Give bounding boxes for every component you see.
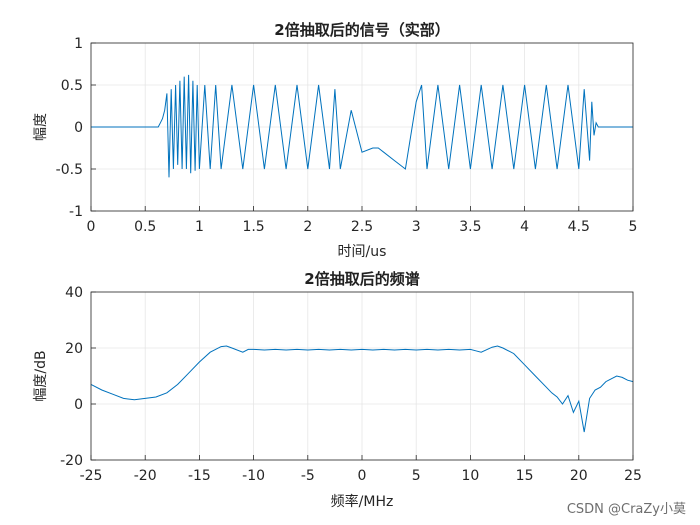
signal-y-tick-label: 0 [74,120,83,136]
spectrum-line [90,345,634,433]
signal-y-label: 幅度 [33,113,49,141]
signal-y-tick-label: -1 [69,204,83,220]
spectrum-x-tick-label: 25 [624,468,642,484]
signal-x-tick-label: 4.5 [568,219,590,235]
signal-x-tick-label: 3.5 [459,219,481,235]
signal-x-tick-label: 2 [303,219,312,235]
signal-x-tick-label: 1.5 [242,219,264,235]
spectrum-y-tick-label: 0 [74,397,83,413]
signal-x-tick-label: 4 [520,219,529,235]
spectrum-y-tick-label: -20 [60,453,83,469]
spectrum-x-tick-label: 0 [358,468,367,484]
signal-y-tick-label: -0.5 [56,162,83,178]
signal-ticks: 0 0.5 1 1.5 2 2.5 3 3.5 4 4.5 5 -1 -0.5 0 0.5 1 [56,36,638,235]
signal-x-tick-label: 2.5 [351,219,373,235]
spectrum-x-tick-label: -25 [80,468,103,484]
spectrum-y-tick-label: 20 [65,341,83,357]
signal-x-tick-label: 5 [629,219,638,235]
watermark: CSDN @CraZy小莫 [566,502,686,517]
signal-y-tick-label: 0.5 [61,78,83,94]
spectrum-x-tick-label: 20 [570,468,588,484]
signal-x-tick-label: 0.5 [134,219,156,235]
spectrum-x-tick-label: -10 [242,468,265,484]
spectrum-x-tick-label: -5 [301,468,315,484]
spectrum-x-label: 频率/MHz [331,493,394,510]
signal-x-label: 时间/us [338,244,387,260]
signal-axes-frame [90,42,634,212]
signal-x-tick-label: 3 [412,219,421,235]
spectrum-x-tick-label: 10 [461,468,479,484]
signal-x-tick-label: 0 [87,219,96,235]
signal-y-tick-label: 1 [74,36,83,52]
spectrum-x-tick-label: 15 [516,468,534,484]
spectrum-x-tick-label: -15 [188,468,211,484]
spectrum-x-tick-label: 5 [412,468,421,484]
spectrum-y-label: 幅度/dB [33,350,49,401]
spectrum-x-tick-label: -20 [134,468,157,484]
spectrum-y-tick-label: 40 [65,285,83,301]
signal-line [91,74,633,178]
signal-title: 2倍抽取后的信号（实部） [274,21,449,39]
spectrum-axes-frame [90,291,634,461]
signal-x-tick-label: 1 [195,219,204,235]
signal-axes: 0 0.5 1 1.5 2 2.5 3 3.5 4 4.5 5 -1 -0.5 0 0.5 1 2倍抽取后的信… [33,21,637,260]
spectrum-title: 2倍抽取后的频谱 [304,270,419,288]
